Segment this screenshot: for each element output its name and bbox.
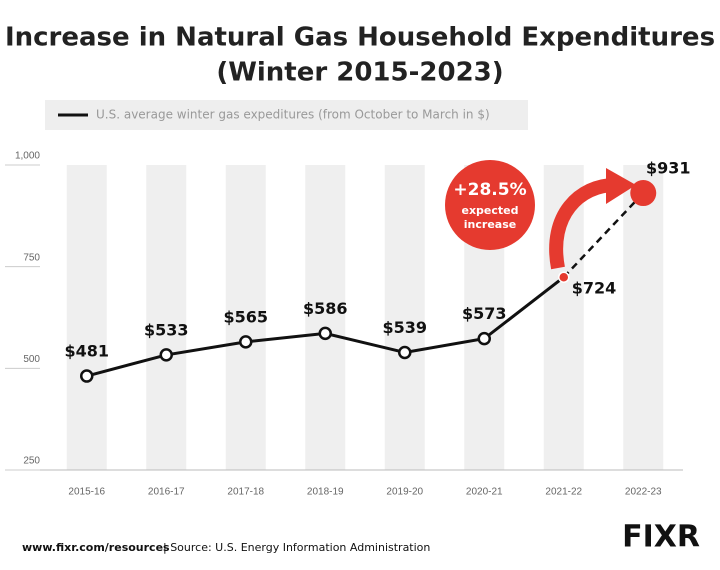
- point: [398, 345, 412, 360]
- value-label: $533: [144, 320, 189, 339]
- y-tick-label: 750: [23, 252, 40, 263]
- column-band: [66, 165, 107, 470]
- x-tick-label: 2017-18: [227, 487, 264, 498]
- column-band: [225, 165, 266, 470]
- y-tick-label: 500: [23, 354, 40, 365]
- x-tick-label: 2022-23: [625, 487, 662, 498]
- value-label: $481: [64, 342, 109, 361]
- point: [558, 271, 570, 283]
- column-band: [305, 165, 346, 470]
- y-tick-label: 1,000: [15, 151, 40, 162]
- point: [159, 348, 173, 362]
- footer-url: www.fixr.com/resources: [22, 541, 170, 554]
- value-label: $565: [223, 307, 268, 326]
- y-tick-label: 250: [23, 456, 40, 467]
- annotation-arrow: [549, 178, 616, 270]
- point: [318, 326, 332, 341]
- x-tick-label: 2021-22: [545, 487, 582, 498]
- value-label: $539: [382, 318, 427, 337]
- x-tick-label: 2016-17: [148, 487, 185, 498]
- annotation-text: expected: [461, 204, 518, 217]
- x-tick-label: 2020-21: [466, 487, 503, 498]
- annotation-label: +28.5%: [453, 180, 526, 200]
- chart-subtitle: (Winter 2015-2023): [216, 58, 503, 88]
- value-label: $931: [646, 159, 691, 178]
- annotation-text: increase: [464, 218, 516, 231]
- x-tick-label: 2019-20: [386, 487, 423, 498]
- value-label: $586: [303, 299, 348, 318]
- column-band: [623, 165, 664, 470]
- projected-line: [562, 192, 645, 279]
- legend-box: [45, 100, 528, 130]
- column-band: [384, 165, 425, 470]
- annotation-badge: [445, 160, 535, 250]
- x-tick-label: 2018-19: [307, 487, 344, 498]
- point: [239, 335, 253, 349]
- value-label: $573: [462, 304, 507, 323]
- footer-source: | Source: U.S. Energy Information Admini…: [163, 541, 430, 554]
- chart-title: Increase in Natural Gas Household Expend…: [5, 23, 715, 53]
- x-tick-label: 2015-16: [68, 487, 105, 498]
- value-label: $724: [572, 279, 617, 298]
- point: [477, 331, 491, 346]
- point: [80, 369, 94, 383]
- column-band: [146, 165, 187, 470]
- annotation-arrowhead: [606, 168, 636, 204]
- logo: FIXR: [622, 520, 700, 555]
- projected-point: [630, 180, 657, 207]
- legend-label: U.S. average winter gas expeditures (fro…: [96, 108, 490, 122]
